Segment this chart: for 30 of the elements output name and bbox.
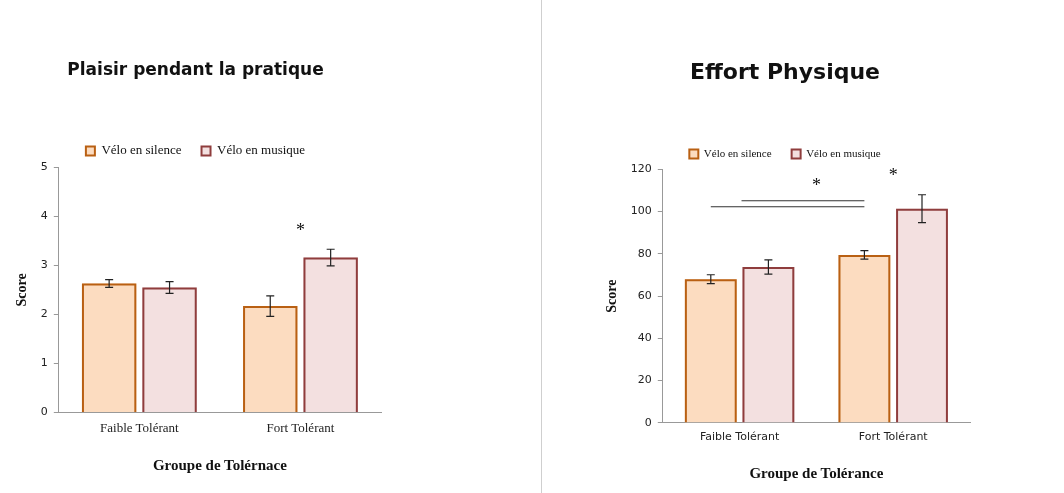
- y-tick-label: 80: [637, 246, 652, 260]
- x-axis-title: Groupe de Tolérance: [749, 464, 884, 481]
- y-tick-label: 1: [40, 356, 48, 370]
- annotation: *: [295, 219, 305, 240]
- y-tick-label: 120: [630, 162, 652, 176]
- y-axis-title: Score: [604, 279, 620, 313]
- legend-label: Vélo en musique: [806, 146, 881, 159]
- legend-label: Vélo en silence: [703, 146, 772, 159]
- y-tick-label: 2: [40, 307, 48, 321]
- y-tick-label: 0: [644, 415, 652, 429]
- y-tick-label: 100: [630, 204, 652, 218]
- y-tick-label: 5: [40, 160, 48, 174]
- annotation: *: [811, 175, 821, 196]
- y-axis-title: Score: [14, 273, 30, 307]
- chart-title: Effort Physique: [689, 58, 881, 84]
- annotation: *: [888, 165, 898, 186]
- x-tick-label: Fort Tolérant: [266, 419, 335, 435]
- y-tick-label: 40: [637, 331, 652, 345]
- legend-label: Vélo en silence: [101, 142, 182, 158]
- y-tick-label: 20: [637, 373, 652, 387]
- x-tick-label: Faible Tolérant: [699, 430, 780, 444]
- y-tick-label: 60: [637, 288, 652, 302]
- y-tick-label: 3: [40, 258, 48, 272]
- x-axis-title: Groupe de Tolérnace: [152, 456, 288, 473]
- y-tick-label: 4: [40, 209, 48, 223]
- chart-title: Plaisir pendant la pratique: [67, 58, 324, 79]
- x-tick-label: Faible Tolérant: [100, 419, 180, 435]
- legend-label: Vélo en musique: [217, 142, 306, 158]
- y-tick-label: 0: [40, 405, 48, 419]
- x-tick-label: Fort Tolérant: [858, 430, 929, 444]
